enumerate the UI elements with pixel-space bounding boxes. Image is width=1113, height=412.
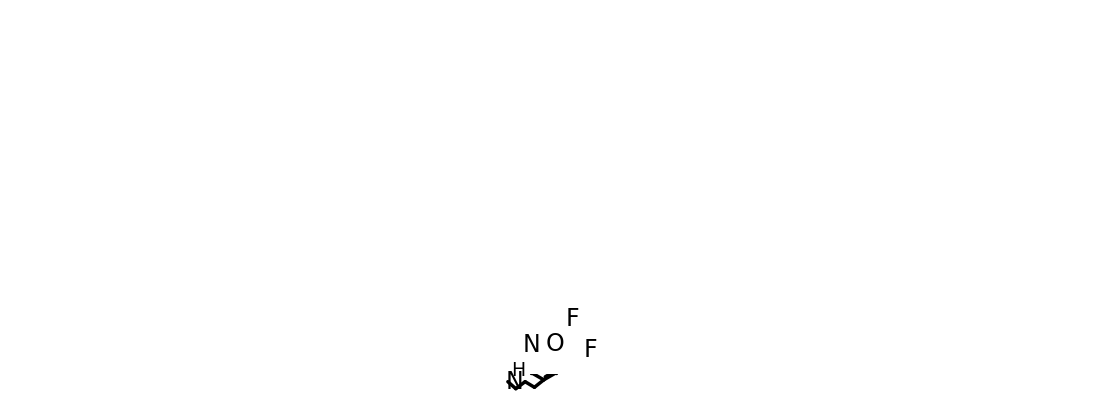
Text: H: H <box>511 361 525 380</box>
Text: O: O <box>545 332 564 356</box>
Text: F: F <box>565 307 580 331</box>
Text: N: N <box>522 333 540 357</box>
Text: N: N <box>505 370 523 394</box>
Text: F: F <box>583 337 597 361</box>
